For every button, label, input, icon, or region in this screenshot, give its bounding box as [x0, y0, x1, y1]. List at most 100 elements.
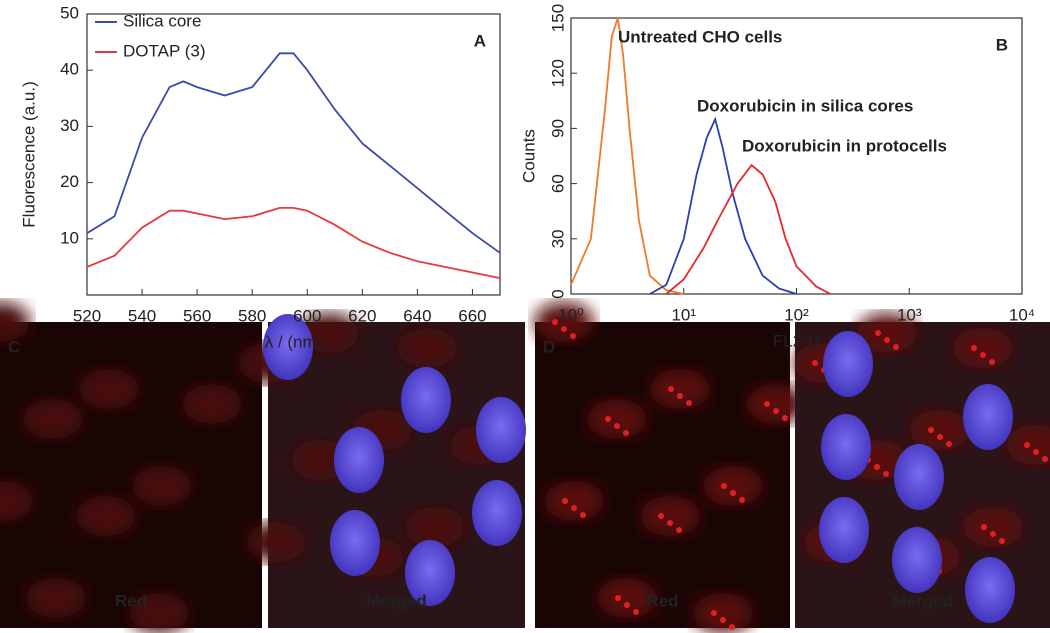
red-stain: [132, 466, 192, 506]
y-tick-label: 150: [548, 4, 567, 32]
red-stain: [534, 302, 594, 342]
y-tick-label: 30: [60, 116, 79, 135]
x-tick-label: 580: [238, 306, 266, 325]
red-dot: [615, 595, 621, 601]
series-line: [570, 17, 684, 295]
red-dot: [676, 527, 682, 533]
x-tick-label: 10²: [784, 305, 809, 324]
red-stain: [693, 593, 753, 633]
red-dot: [729, 624, 735, 630]
red-dot: [562, 498, 568, 504]
red-dot: [928, 427, 934, 433]
red-dot: [614, 423, 620, 429]
red-dot: [1033, 449, 1039, 455]
nucleus: [334, 427, 384, 493]
series-label: Doxorubicin in silica cores: [697, 96, 913, 115]
red-stain: [640, 496, 700, 536]
red-dot: [580, 512, 586, 518]
series-label: Untreated CHO cells: [618, 27, 782, 46]
x-tick-label: 540: [128, 306, 156, 325]
red-dot: [999, 538, 1005, 544]
red-dot: [946, 441, 952, 447]
nucleus: [476, 397, 526, 463]
nucleus: [330, 510, 380, 576]
x-tick-label: 620: [348, 306, 376, 325]
red-stain: [910, 410, 970, 450]
x-tick-label: 520: [73, 306, 101, 325]
red-dot: [570, 333, 576, 339]
red-stain: [703, 466, 763, 506]
red-dot: [677, 393, 683, 399]
red-dot: [875, 330, 881, 336]
red-dot: [561, 326, 567, 332]
red-dot: [874, 464, 880, 470]
red-dot: [739, 497, 745, 503]
x-tick-label: 10⁰: [558, 305, 584, 324]
x-tick-label: 10⁴: [1009, 305, 1035, 324]
series-line: [665, 163, 831, 295]
red-dot: [1042, 456, 1048, 462]
red-stain: [76, 496, 136, 536]
y-axis-label: Fluorescence (a.u.): [19, 81, 38, 227]
image-caption: Merged: [366, 591, 426, 610]
red-stain: [746, 384, 806, 424]
legend-label: DOTAP (3): [123, 41, 206, 60]
red-dot: [624, 602, 630, 608]
red-stain: [23, 399, 83, 439]
red-dot: [773, 408, 779, 414]
y-tick-label: 0: [548, 289, 567, 298]
y-tick-label: 20: [60, 172, 79, 191]
panel-letter: A: [474, 31, 486, 50]
plot-frame: [86, 13, 501, 296]
red-dot: [812, 360, 818, 366]
micrographs: Red C Merged Red D Merged: [0, 302, 1050, 633]
nucleus: [963, 384, 1013, 450]
red-dot: [552, 319, 558, 325]
red-stain: [597, 578, 657, 618]
red-stain: [129, 593, 189, 633]
x-tick-label: 640: [403, 306, 431, 325]
red-dot: [989, 359, 995, 365]
legend-label: Silica core: [123, 11, 201, 30]
red-dot: [605, 416, 611, 422]
x-axis-label: λ / (nm): [265, 332, 323, 351]
red-dot: [764, 401, 770, 407]
red-dot: [686, 400, 692, 406]
series-line: [86, 52, 501, 254]
red-stain: [953, 328, 1013, 368]
red-dot: [884, 337, 890, 343]
nucleus: [405, 540, 455, 606]
red-stain: [26, 578, 86, 618]
nucleus: [823, 331, 873, 397]
panel-letter: C: [8, 337, 20, 356]
red-stain: [0, 302, 30, 342]
red-stain: [650, 369, 710, 409]
red-stain: [299, 313, 359, 353]
red-dot: [937, 434, 943, 440]
red-stain: [182, 384, 242, 424]
red-stain: [79, 369, 139, 409]
x-tick-label: 10³: [897, 305, 922, 324]
image-caption: Red: [646, 591, 678, 610]
nucleus: [472, 480, 522, 546]
red-dot: [667, 520, 673, 526]
red-dot: [1024, 442, 1030, 448]
nucleus: [821, 414, 871, 480]
y-axis-label: Counts: [519, 129, 538, 183]
red-dot: [893, 344, 899, 350]
x-tick-label: 660: [458, 306, 486, 325]
image-caption: Red: [115, 591, 147, 610]
red-dot: [883, 471, 889, 477]
nucleus: [894, 444, 944, 510]
y-tick-label: 120: [548, 59, 567, 87]
red-dot: [711, 610, 717, 616]
red-dot: [633, 609, 639, 615]
y-tick-label: 50: [60, 3, 79, 22]
y-tick-label: 30: [548, 229, 567, 248]
series-line: [649, 116, 797, 295]
red-dot: [782, 415, 788, 421]
red-dot: [730, 490, 736, 496]
red-stain: [544, 481, 604, 521]
red-stain: [397, 328, 457, 368]
red-stain: [587, 399, 647, 439]
